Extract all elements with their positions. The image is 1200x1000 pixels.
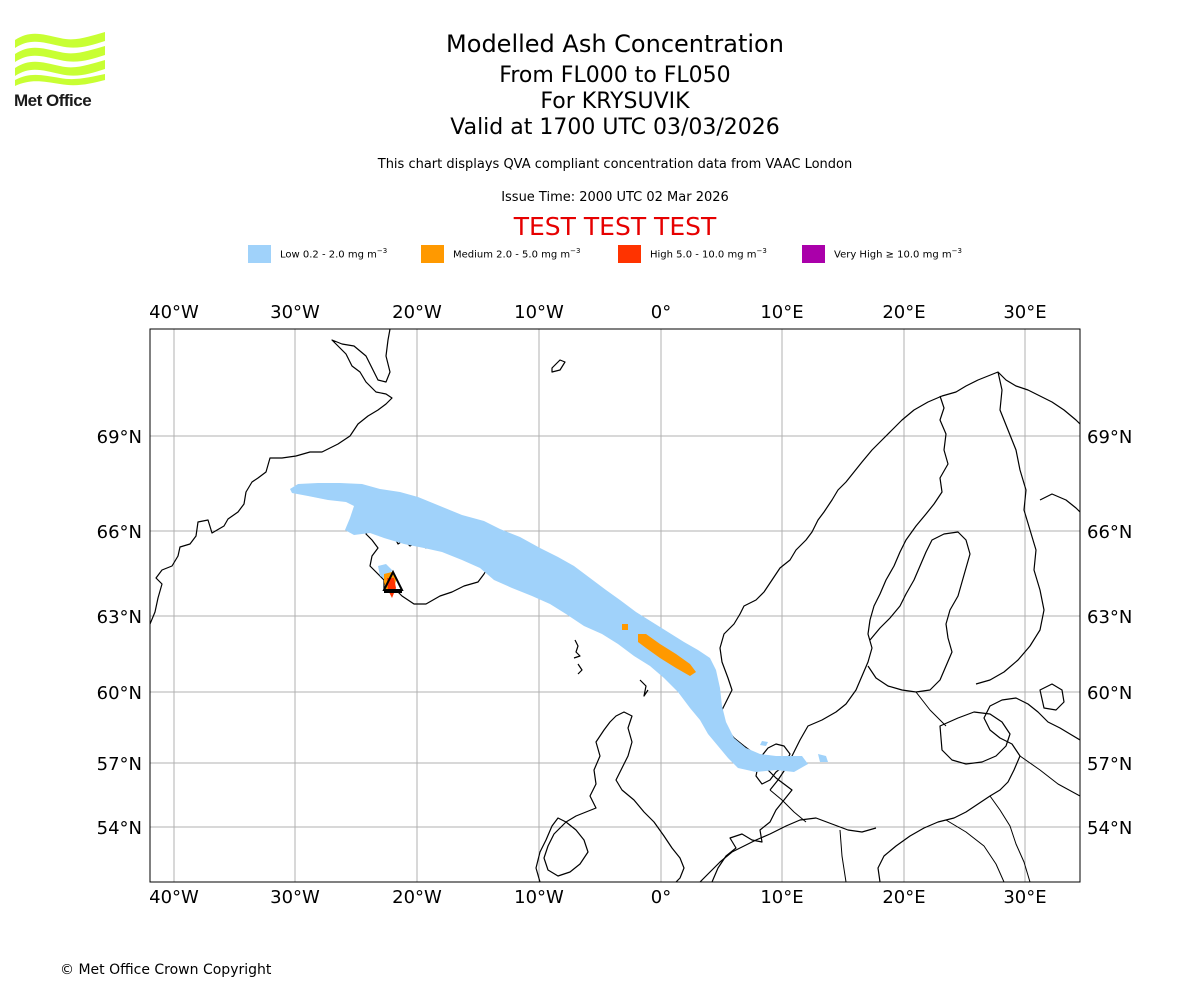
- lat-label-left: 66°N: [97, 522, 142, 543]
- lon-label-bottom: 30°W: [270, 887, 320, 908]
- lon-label-top: 40°W: [149, 302, 199, 323]
- legend-label-medium: Medium 2.0 - 5.0 mg m: [453, 249, 571, 261]
- legend-swatch-very-high: [802, 245, 825, 263]
- axis-labels: 40°W 40°W 30°W 30°W 20°W 20°W 10°W 10°W 0° 0° 10°E…: [97, 302, 1133, 908]
- finland-russia-border: [975, 371, 1045, 685]
- baltic-coast: [877, 697, 1080, 882]
- lat-label-right: 69°N: [1087, 427, 1132, 448]
- lon-label-bottom: 20°W: [392, 887, 442, 908]
- qva-disclaimer: This chart displays QVA compliant concen…: [377, 157, 853, 172]
- legend-swatch-high: [618, 245, 641, 263]
- legend-swatch-medium: [421, 245, 444, 263]
- lat-label-left: 54°N: [97, 818, 142, 839]
- greenland-coast: [150, 329, 393, 625]
- issue-time: Issue Time: 2000 UTC 02 Mar 2026: [501, 190, 729, 205]
- faroe-islands: [573, 639, 583, 675]
- norway-coast: [711, 371, 1080, 882]
- flight-level-range: From FL000 to FL050: [499, 63, 731, 88]
- ash-medium-dot: [622, 624, 628, 630]
- lon-label-bottom: 10°W: [514, 887, 564, 908]
- british-isles-coast: [535, 711, 685, 882]
- copyright-notice: © Met Office Crown Copyright: [60, 962, 272, 978]
- met-office-logo: Met Office: [14, 30, 109, 112]
- lat-label-left: 60°N: [97, 683, 142, 704]
- legend-label-high: High 5.0 - 10.0 mg m: [650, 249, 757, 261]
- lon-label-top: 20°E: [882, 302, 925, 323]
- test-banner: TEST TEST TEST: [513, 212, 717, 241]
- ash-cloud: [290, 483, 828, 772]
- lat-label-right: 57°N: [1087, 754, 1132, 775]
- lon-label-bottom: 10°E: [760, 887, 803, 908]
- legend-label-low: Low 0.2 - 2.0 mg m: [280, 249, 377, 261]
- lat-label-left: 57°N: [97, 754, 142, 775]
- lake-ladoga: [1039, 683, 1065, 711]
- legend-label-very-high: Very High ≥ 10.0 mg m: [834, 249, 952, 261]
- estonia-latvia: [939, 711, 1011, 765]
- ash-low-patch-2: [760, 741, 768, 746]
- shetland-islands: [639, 679, 649, 697]
- ash-low-patch: [818, 754, 828, 762]
- ash-medium-region: [638, 634, 696, 676]
- lat-label-left: 63°N: [97, 607, 142, 628]
- lon-label-top: 20°W: [392, 302, 442, 323]
- lon-label-top: 30°W: [270, 302, 320, 323]
- volcano-name: For KRYSUVIK: [540, 89, 690, 114]
- legend-item-medium: Medium 2.0 - 5.0 mg m−3: [421, 244, 580, 264]
- valid-time: Valid at 1700 UTC 03/03/2026: [450, 115, 780, 140]
- lat-label-right: 63°N: [1087, 607, 1132, 628]
- lat-label-left: 69°N: [97, 427, 142, 448]
- sweden-finland-border: [769, 395, 949, 791]
- chart-title: Modelled Ash Concentration: [446, 30, 784, 58]
- lon-label-top: 30°E: [1003, 302, 1046, 323]
- lon-label-bottom: 40°W: [149, 887, 199, 908]
- north-coast: [1039, 493, 1080, 513]
- lon-label-bottom: 20°E: [882, 887, 925, 908]
- legend-item-very-high: Very High ≥ 10.0 mg m−3: [802, 244, 962, 264]
- graticule: [150, 329, 1080, 882]
- legend-item-high: High 5.0 - 10.0 mg m−3: [618, 244, 767, 264]
- lon-label-top: 10°E: [760, 302, 803, 323]
- coastlines: [150, 329, 1080, 882]
- lon-label-top: 0°: [651, 302, 671, 323]
- country-borders: [769, 691, 1080, 882]
- continental-coast: [699, 817, 877, 882]
- ireland-coast: [543, 821, 589, 877]
- lat-label-right: 66°N: [1087, 522, 1132, 543]
- legend-item-low: Low 0.2 - 2.0 mg m−3: [248, 244, 387, 264]
- lon-label-top: 10°W: [514, 302, 564, 323]
- lon-label-bottom: 0°: [651, 887, 671, 908]
- map-frame: [149, 328, 1081, 883]
- lat-label-right: 60°N: [1087, 683, 1132, 704]
- finland-coast: [867, 531, 971, 693]
- svalbard-fragment: [551, 359, 566, 373]
- lon-label-bottom: 30°E: [1003, 887, 1046, 908]
- lat-label-right: 54°N: [1087, 818, 1132, 839]
- legend-swatch-low: [248, 245, 271, 263]
- logo-text: Met Office: [14, 91, 92, 110]
- volcano-marker: [382, 569, 404, 593]
- met-office-wave-icon: [15, 32, 105, 86]
